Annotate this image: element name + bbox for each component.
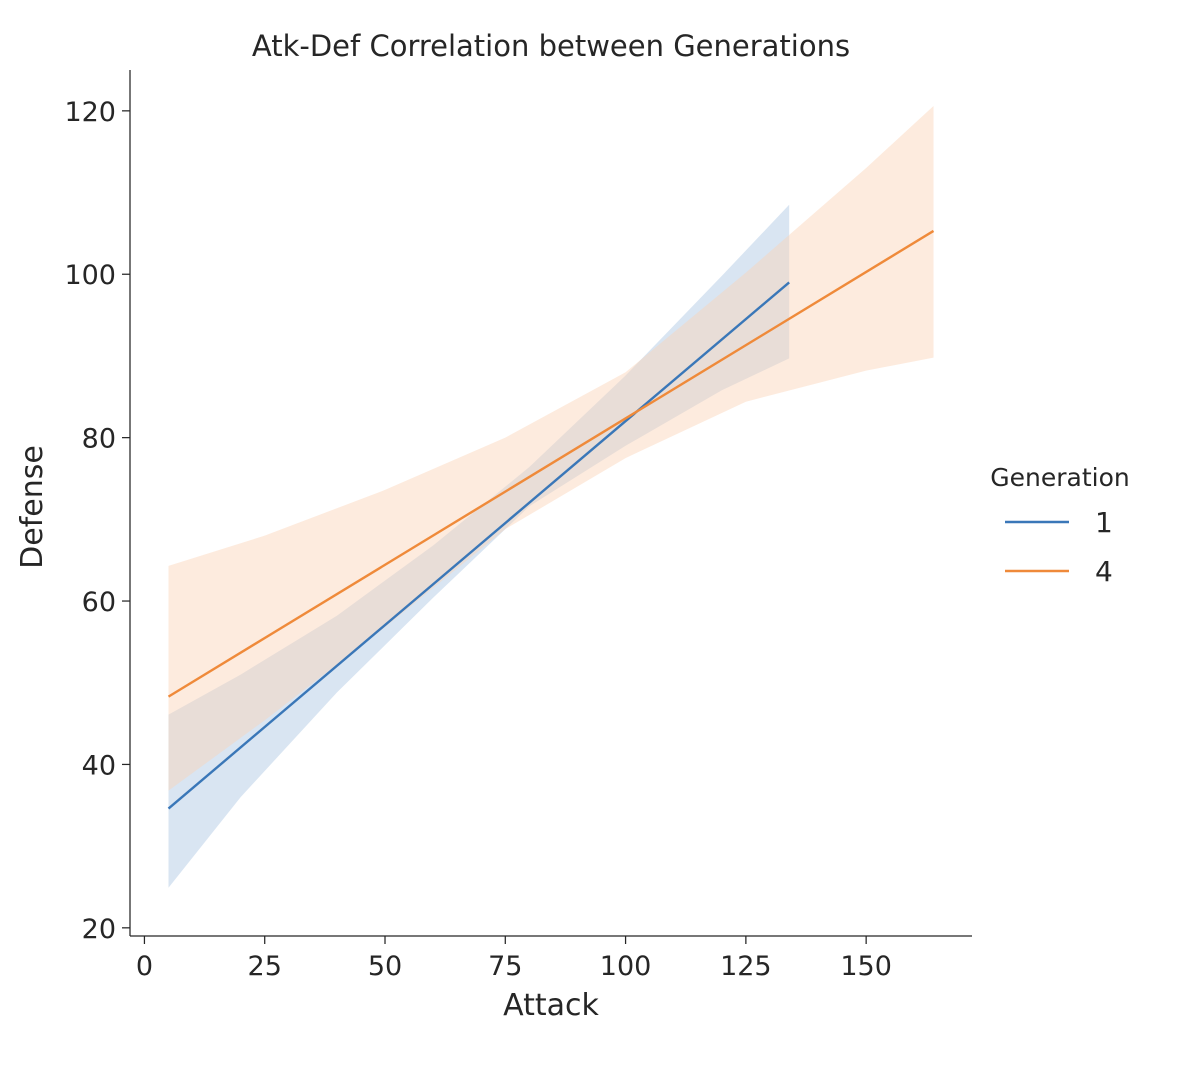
x-axis-ticks: 0 25 50 75 100 125 150 [136, 936, 892, 982]
x-tick-label: 0 [136, 951, 153, 982]
y-tick-label: 20 [82, 914, 116, 945]
y-tick-label: 60 [82, 587, 116, 618]
x-tick-label: 25 [248, 951, 282, 982]
x-tick-label: 75 [488, 951, 522, 982]
y-axis-label: Defense [15, 445, 50, 569]
x-tick-label: 100 [600, 951, 652, 982]
legend-title: Generation [990, 463, 1129, 492]
regression-line-series-1 [167, 281, 790, 810]
x-tick-label: 125 [720, 951, 772, 982]
regression-line-series-4 [167, 229, 935, 698]
y-tick-label: 100 [64, 260, 116, 291]
confidence-bands [168, 105, 934, 888]
chart-title: Atk-Def Correlation between Generations [252, 29, 850, 63]
y-tick-label: 120 [64, 97, 116, 128]
y-tick-label: 40 [82, 750, 116, 781]
legend-label-series-4: 4 [1095, 555, 1113, 588]
regression-lines [167, 229, 935, 810]
x-tick-label: 50 [368, 951, 402, 982]
confidence-band-series-4 [168, 105, 934, 791]
legend: Generation 14 [990, 463, 1129, 588]
legend-label-series-1: 1 [1095, 506, 1113, 539]
y-tick-label: 80 [82, 424, 116, 455]
legend-items: 14 [1005, 506, 1113, 588]
y-axis-ticks: 20 40 60 80 100 120 [64, 97, 130, 945]
x-axis-label: Attack [503, 988, 599, 1023]
x-tick-label: 150 [840, 951, 892, 982]
